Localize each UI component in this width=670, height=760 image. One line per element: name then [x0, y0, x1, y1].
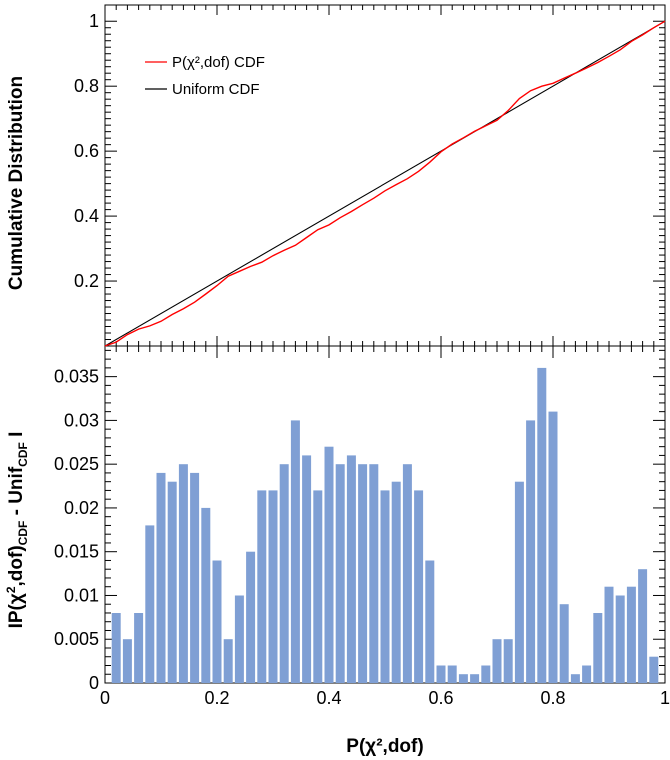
deviation-bar [481, 665, 491, 683]
deviation-bar [604, 586, 614, 683]
lower-y-axis-title: IP(χ2,dof)CDF - UnifCDF I [4, 432, 30, 629]
deviation-bar [111, 613, 121, 683]
x-tick-label: 0.2 [204, 688, 229, 708]
upper-y-tick-label: 1 [89, 11, 99, 31]
deviation-bar [178, 464, 188, 683]
deviation-bar [134, 613, 144, 683]
lower-y-title-sub-2: CDF [16, 442, 30, 467]
deviation-bar [324, 446, 334, 683]
deviation-bar [190, 472, 200, 683]
deviation-bar [279, 464, 289, 683]
legend: P(χ²,dof) CDF Uniform CDF [145, 54, 265, 98]
x-tick-label: 0.8 [540, 688, 565, 708]
deviation-bar [436, 665, 446, 683]
deviation-bar [548, 411, 558, 683]
deviation-bar [290, 420, 300, 683]
lower-y-title-sub-1: CDF [16, 521, 30, 546]
x-tick-label: 0.4 [316, 688, 341, 708]
deviation-bar [201, 507, 211, 683]
deviation-bar [537, 367, 547, 683]
upper-y-tick-label: 0.8 [74, 76, 99, 96]
deviation-bar [492, 639, 502, 683]
lower-ticks: 0 0.005 0.01 0.015 0.02 0.025 0.03 0.035 0 0.2 0.4… [54, 346, 670, 708]
deviation-bar [402, 464, 412, 683]
deviation-bar [447, 665, 457, 683]
upper-y-axis-title: Cumulative Distribution [6, 76, 27, 290]
deviation-bar [649, 656, 659, 683]
deviation-bar [526, 420, 536, 683]
upper-y-tick-label: 0.4 [74, 206, 99, 226]
lower-y-title-part-3: - Unif [6, 466, 27, 520]
lower-y-tick-label: 0.015 [54, 542, 99, 562]
legend-label-uniform: Uniform CDF [172, 81, 260, 98]
deviation-bar [223, 639, 233, 683]
lower-y-tick-label: 0.035 [54, 367, 99, 387]
deviation-bar [615, 595, 625, 683]
deviation-bar [458, 674, 468, 683]
x-tick-label: 0.6 [428, 688, 453, 708]
deviation-bar [122, 639, 132, 683]
x-axis-title: P(χ²,dof) [346, 736, 423, 757]
lower-y-title-part-1: IP(χ [6, 593, 27, 628]
x-tick-label: 1 [660, 688, 670, 708]
deviation-bar [593, 613, 603, 683]
upper-y-tick-label: 0.6 [74, 141, 99, 161]
upper-ticks: 0.2 0.4 0.6 0.8 1 [74, 5, 666, 347]
deviation-bar [167, 481, 177, 683]
upper-y-tick-label: 0.2 [74, 271, 99, 291]
deviation-bar [346, 455, 356, 683]
legend-label-cdf: P(χ²,dof) CDF [172, 54, 265, 71]
deviation-bar [369, 464, 379, 683]
lower-y-tick-label: 0 [89, 673, 99, 693]
upper-series [104, 20, 666, 347]
deviation-bar [257, 490, 267, 683]
lower-y-title-part-2: ,dof) [6, 545, 27, 586]
lower-y-title-part-4: I [6, 432, 27, 443]
deviation-bar [414, 490, 424, 683]
deviation-bar [156, 472, 166, 683]
deviation-bar [246, 551, 256, 683]
deviation-bar [268, 490, 278, 683]
x-tick-label: 0 [100, 688, 110, 708]
lower-bars [111, 367, 659, 683]
lower-y-tick-label: 0.03 [64, 410, 99, 430]
deviation-bar [358, 464, 368, 683]
deviation-bar [145, 525, 155, 683]
lower-y-tick-label: 0.01 [64, 585, 99, 605]
series-line [104, 20, 666, 347]
deviation-bar [302, 455, 312, 683]
lower-y-title-sup: 2 [4, 586, 18, 593]
deviation-bar [626, 586, 636, 683]
deviation-bar [582, 665, 592, 683]
deviation-bar [559, 604, 569, 683]
lower-y-tick-label: 0.005 [54, 629, 99, 649]
deviation-bar [234, 595, 244, 683]
deviation-bar [425, 560, 435, 683]
deviation-bar [638, 569, 648, 683]
deviation-bar [391, 481, 401, 683]
deviation-bar [570, 674, 580, 683]
lower-y-tick-label: 0.02 [64, 498, 99, 518]
deviation-bar [503, 639, 513, 683]
lower-y-tick-label: 0.025 [54, 454, 99, 474]
deviation-bar [380, 490, 390, 683]
deviation-bar [470, 674, 480, 683]
deviation-bar [212, 560, 222, 683]
deviation-bar [335, 464, 345, 683]
deviation-bar [514, 481, 524, 683]
deviation-bar [313, 490, 323, 683]
